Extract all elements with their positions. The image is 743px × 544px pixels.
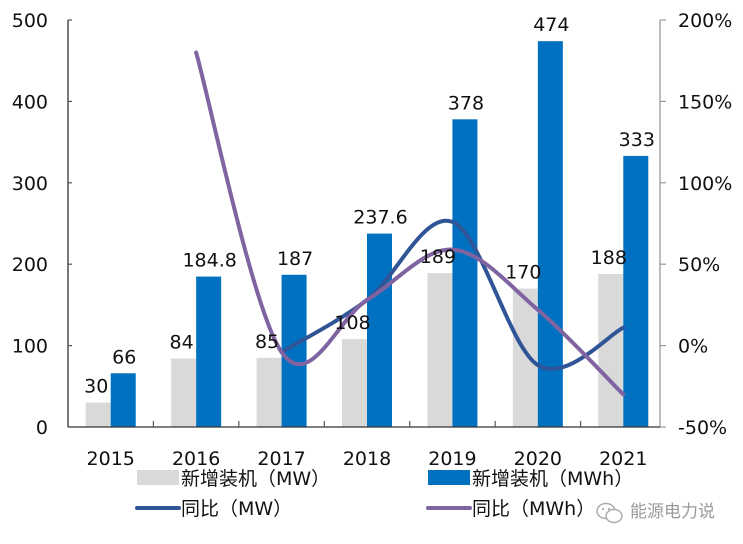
line-yoy-mwh — [194, 50, 626, 397]
watermark-text: 能源电力说 — [630, 502, 715, 522]
right-tick-label: 200% — [678, 10, 732, 32]
bar-mw — [256, 357, 282, 427]
data-label: 170 — [505, 262, 541, 284]
data-label: 474 — [533, 14, 569, 36]
left-tick-label: 100 — [12, 336, 48, 358]
data-label: 108 — [334, 312, 370, 334]
data-label: 378 — [448, 92, 484, 114]
bar-mw — [85, 402, 111, 427]
right-tick-label: 100% — [678, 173, 732, 195]
legend-label: 新增装机（MWh） — [472, 468, 633, 490]
legend-label: 同比（MWh） — [472, 498, 595, 520]
x-tick-label: 2018 — [343, 448, 391, 470]
bar-mw — [598, 273, 624, 427]
x-tick-label: 2017 — [257, 448, 305, 470]
x-tick-label: 2015 — [87, 448, 135, 470]
data-label: 30 — [84, 376, 108, 398]
bar-mwh — [196, 276, 222, 427]
left-tick-label: 500 — [12, 10, 48, 32]
data-label: 188 — [591, 247, 627, 269]
bar-mw — [427, 273, 453, 427]
right-tick-label: 50% — [678, 254, 720, 276]
line-yoy-mw — [279, 218, 626, 371]
bar-mwh — [452, 119, 478, 428]
left-tick-label: 200 — [12, 254, 48, 276]
data-label: 184.8 — [182, 250, 236, 272]
legend: 新增装机（MW） 新增装机（MWh） 同比（MW） 同比（MWh） — [135, 468, 633, 520]
lines-layer — [194, 50, 626, 397]
right-tick-label: 150% — [678, 91, 732, 113]
data-labels-layer: 30 84 85 108 189 170 188 66 184.8 187 237.6 378 474 3… — [84, 14, 655, 397]
bar-mw — [512, 288, 538, 427]
wechat-icon — [596, 502, 623, 524]
x-tick-label: 2016 — [172, 448, 220, 470]
data-label: 333 — [619, 129, 655, 151]
data-label: 66 — [112, 346, 136, 368]
left-tick-label: 400 — [12, 91, 48, 113]
data-label: 85 — [255, 331, 279, 353]
x-tick-label: 2021 — [599, 448, 647, 470]
bar-mw — [171, 358, 197, 427]
legend-swatch — [137, 470, 179, 485]
watermark: 能源电力说 — [596, 502, 715, 524]
data-label: 237.6 — [353, 207, 407, 229]
legend-swatch — [428, 470, 470, 485]
bar-mwh — [110, 373, 136, 427]
legend-label: 新增装机（MW） — [181, 468, 330, 490]
legend-label: 同比（MW） — [181, 498, 292, 520]
data-label: 189 — [420, 246, 456, 268]
x-tick-label: 2019 — [428, 448, 476, 470]
data-label: 187 — [277, 248, 313, 270]
left-tick-label: 0 — [36, 417, 48, 439]
bar-mwh — [367, 233, 392, 427]
bar-mwh — [623, 155, 649, 428]
right-tick-label: 0% — [678, 336, 708, 358]
bar-mwh — [537, 41, 563, 427]
right-tick-label: -50% — [678, 417, 727, 439]
left-tick-label: 300 — [12, 173, 48, 195]
bar-mw — [342, 339, 367, 427]
bars-layer — [85, 41, 649, 428]
data-label: 84 — [170, 332, 194, 354]
axes-layer: 0 100 200 300 400 500 -50% 0% 50% 100% 150% 200% 201… — [12, 10, 733, 470]
x-tick-label: 2020 — [514, 448, 562, 470]
